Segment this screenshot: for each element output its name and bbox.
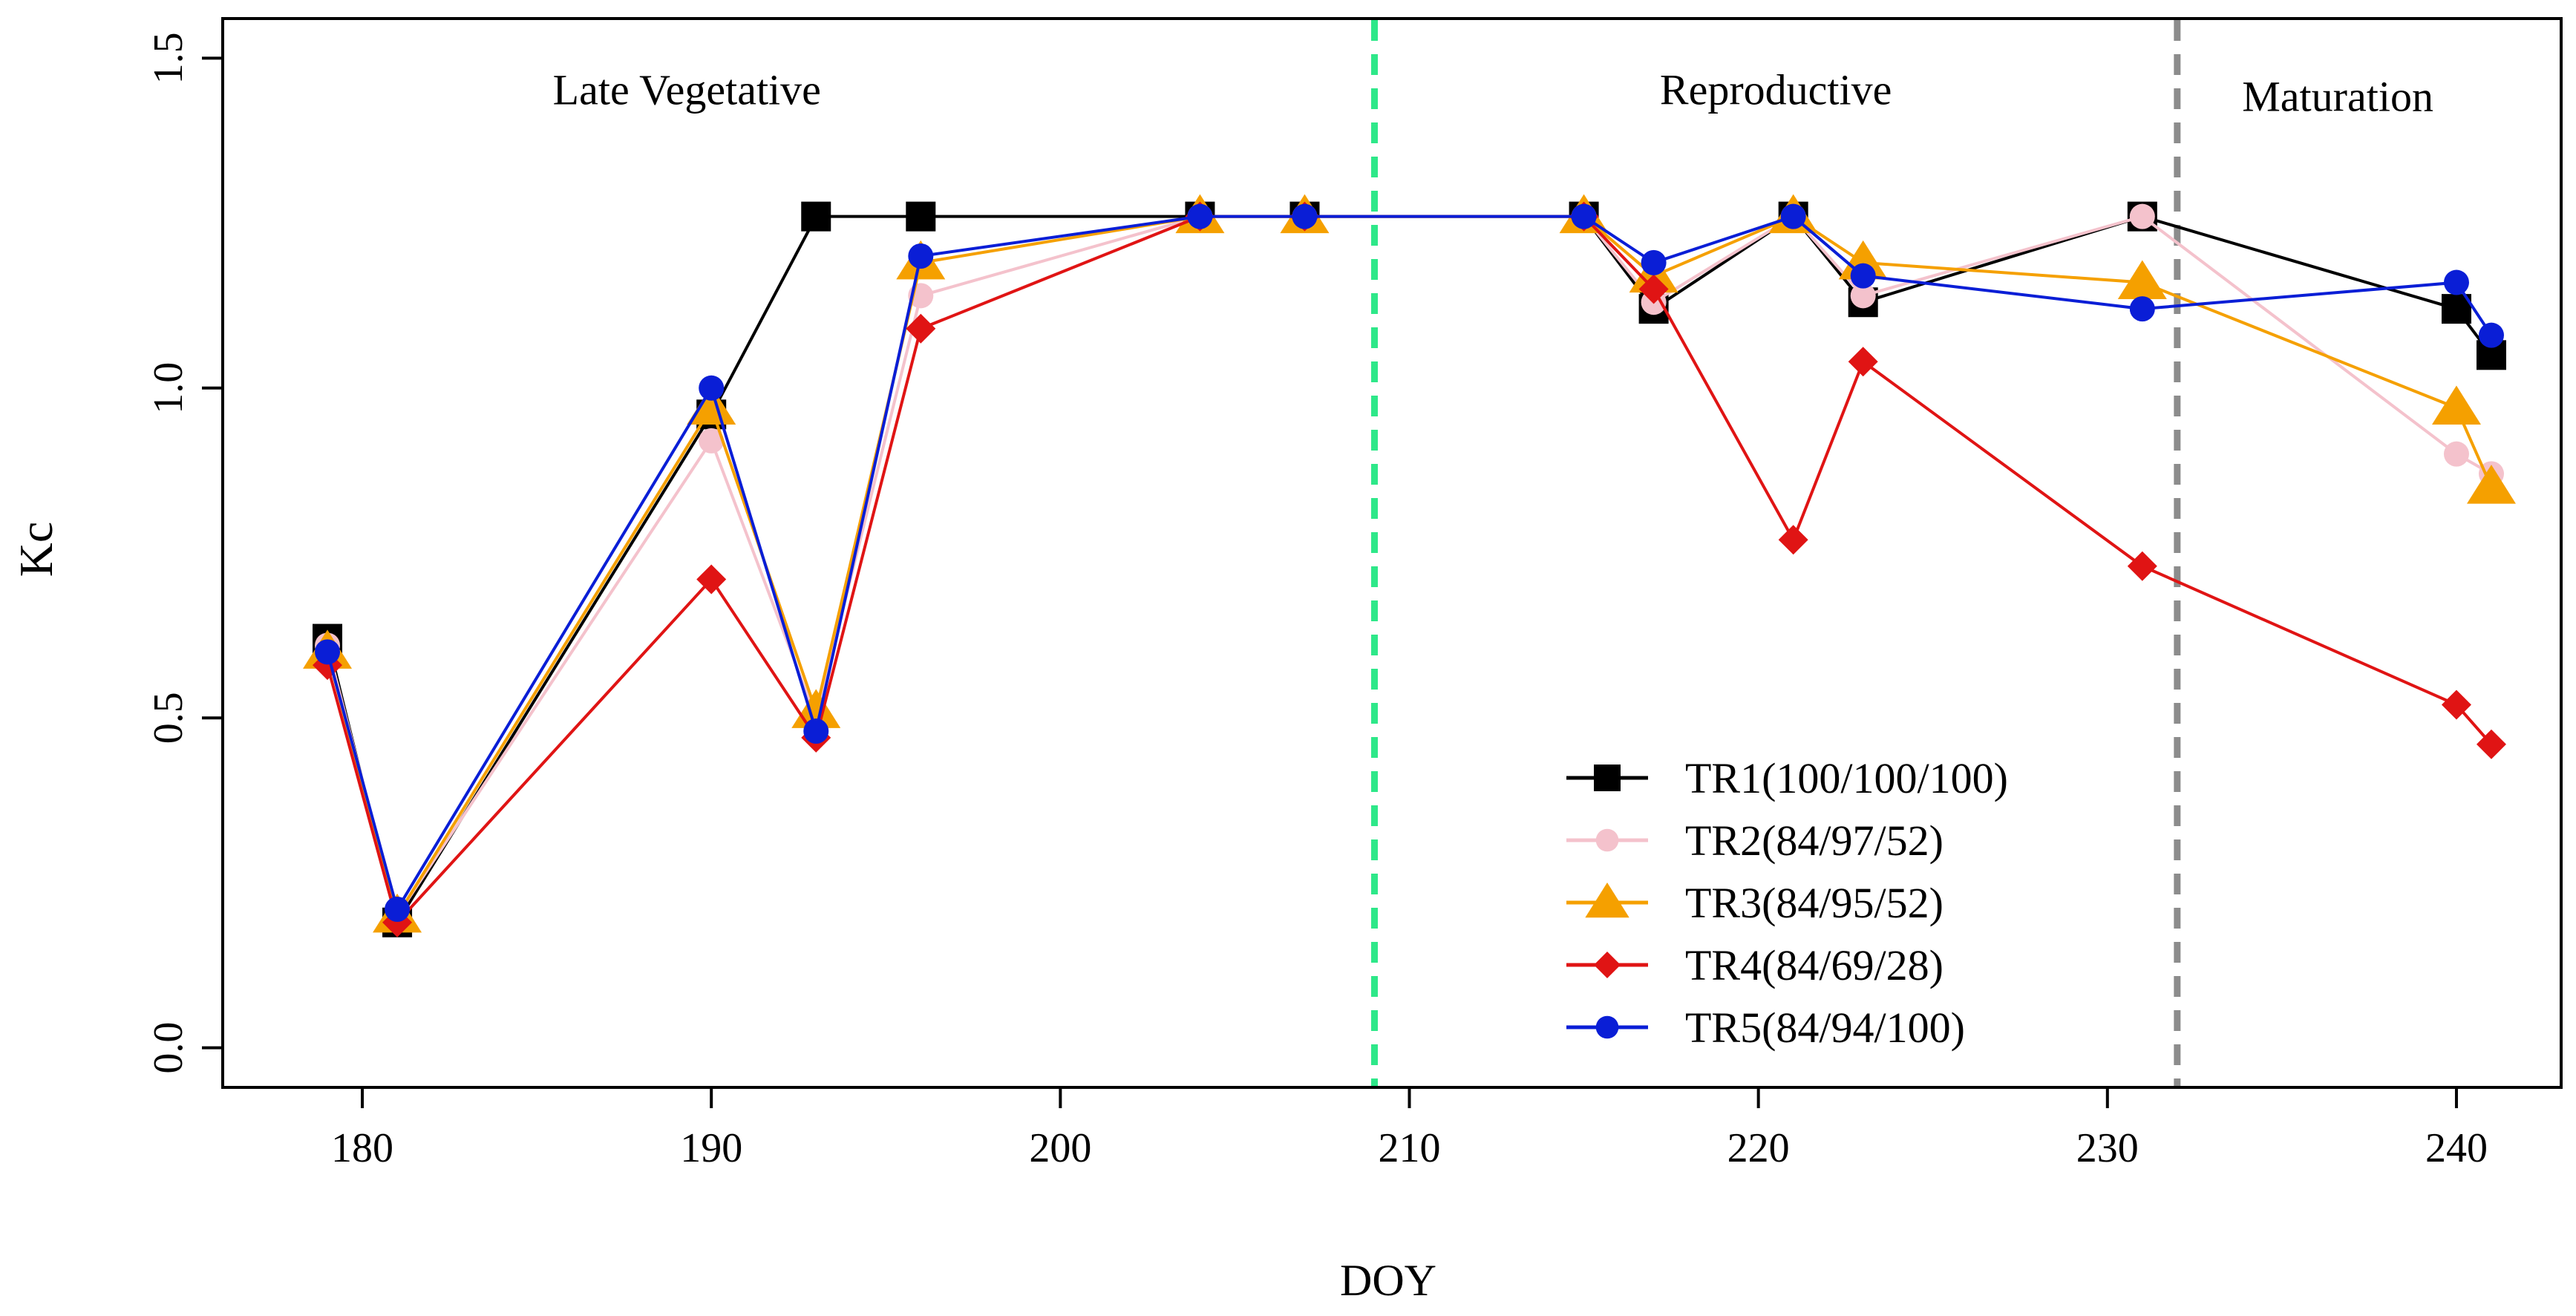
series-line (326, 215, 2493, 917)
data-point-circle (803, 718, 829, 744)
y-tick-label: 0.5 (146, 692, 192, 744)
data-point-circle (2443, 441, 2469, 467)
series-line (326, 215, 2493, 924)
phase-label: Reproductive (1660, 66, 1892, 114)
data-point-triangle (687, 385, 736, 425)
data-point-circle (908, 243, 934, 269)
data-point-circle (1595, 1015, 1619, 1039)
data-point-diamond (1638, 274, 1669, 304)
legend-label: TR3(84/95/52) (1685, 879, 1944, 927)
data-point-circle (1850, 283, 1876, 309)
data-point-diamond (1778, 525, 1808, 555)
data-point-diamond (2476, 729, 2506, 759)
data-point-triangle (2431, 385, 2481, 425)
legend-label: TR4(84/69/28) (1685, 941, 1944, 989)
x-tick-label: 200 (1029, 1125, 1091, 1171)
x-tick-label: 240 (2425, 1125, 2488, 1171)
y-axis-label: Kc (10, 522, 62, 577)
x-tick-label: 190 (680, 1125, 742, 1171)
data-point-triangle (1838, 240, 1888, 280)
data-point-circle (1292, 203, 1318, 229)
data-point-circle (2443, 269, 2469, 295)
phase-label: Late Vegetative (553, 66, 821, 114)
data-point-diamond (696, 564, 727, 595)
data-point-square (906, 201, 936, 232)
y-tick-label: 1.5 (146, 32, 192, 84)
data-point-diamond (906, 313, 936, 344)
series-line (326, 215, 2492, 917)
data-point-circle (699, 428, 725, 454)
data-point-circle (1780, 203, 1806, 229)
x-tick-label: 180 (331, 1125, 393, 1171)
data-point-diamond (2127, 551, 2157, 581)
data-point-circle (1641, 249, 1667, 275)
data-point-circle (2129, 203, 2155, 229)
data-point-circle (1850, 263, 1876, 289)
legend-label: TR5(84/94/100) (1685, 1004, 1965, 1052)
data-point-triangle (1585, 883, 1629, 918)
legend-label: TR2(84/97/52) (1685, 816, 1944, 865)
data-point-circle (385, 897, 411, 922)
x-tick-label: 210 (1379, 1125, 1441, 1171)
data-point-square (1594, 765, 1621, 791)
series-line (326, 215, 2493, 911)
data-point-diamond (2441, 690, 2471, 720)
data-point-circle (2129, 296, 2155, 322)
data-point-triangle (2466, 465, 2516, 504)
x-axis-label: DOY (1340, 1256, 1436, 1305)
data-point-diamond (1594, 952, 1621, 978)
data-point-circle (1595, 828, 1619, 852)
data-point-circle (1571, 203, 1597, 229)
legend-label: TR1(100/100/100) (1685, 754, 2008, 802)
y-tick-label: 1.0 (146, 362, 192, 414)
data-point-circle (2478, 322, 2504, 348)
data-point-square (801, 201, 831, 232)
plot-frame (221, 17, 2563, 1089)
series-line (326, 215, 2493, 924)
x-tick-label: 220 (1727, 1125, 1790, 1171)
data-point-circle (1187, 203, 1213, 229)
data-point-circle (315, 639, 341, 665)
data-point-triangle (2117, 260, 2167, 300)
x-tick-label: 230 (2076, 1125, 2139, 1171)
data-point-circle (699, 375, 725, 401)
data-point-diamond (1848, 347, 1878, 377)
phase-label: Maturation (2242, 72, 2433, 120)
y-tick-label: 0.0 (146, 1022, 192, 1074)
